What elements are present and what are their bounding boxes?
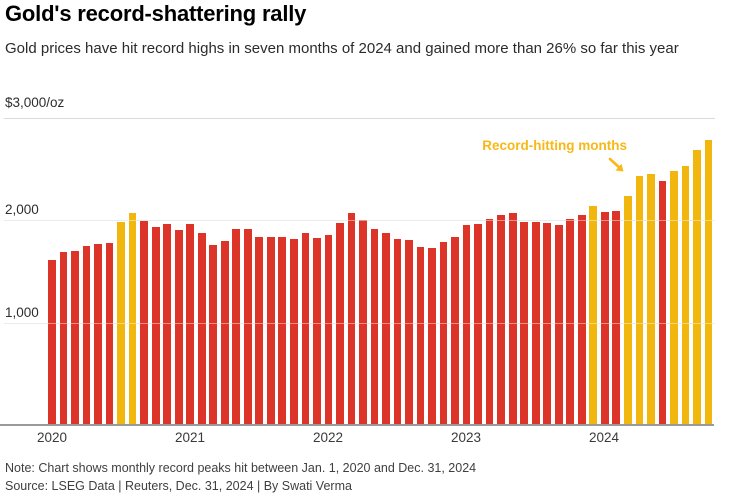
bar-2021-07 <box>255 237 264 425</box>
bar-2022-06 <box>382 232 390 425</box>
bar-2023-09 <box>554 225 563 425</box>
bar-2024-10 <box>704 139 713 425</box>
bar-2020-03 <box>71 250 79 425</box>
chart-note: Note: Chart shows monthly record peaks h… <box>5 461 477 475</box>
bar-2022-09 <box>416 247 425 425</box>
y-axis-tick-1000: 1,000 <box>5 305 39 320</box>
bar-2023-02 <box>474 224 482 425</box>
bar-2023-11 <box>577 214 586 425</box>
gridline-3000 <box>4 118 715 119</box>
annotation-arrow-icon <box>608 157 624 172</box>
chart-subtitle: Gold prices have hit record highs in sev… <box>5 40 679 57</box>
bar-2022-08 <box>405 239 413 425</box>
bar-2022-05 <box>370 229 379 425</box>
bar-2023-06 <box>520 221 529 425</box>
bar-2024-01 <box>600 212 609 425</box>
bar-2024-04 <box>635 176 644 425</box>
x-axis-label-2024: 2024 <box>588 430 620 445</box>
x-axis-label-2020: 2020 <box>36 430 68 445</box>
bar-2024-07 <box>670 170 678 425</box>
bar-2020-06 <box>105 242 114 425</box>
bar-2024-02 <box>612 211 621 425</box>
gridline-2000-overlay <box>4 220 715 221</box>
bar-2022-11 <box>439 242 448 425</box>
bar-2022-01 <box>324 235 333 425</box>
bar-2021-05 <box>232 229 241 425</box>
bar-2021-06 <box>243 228 252 425</box>
bar-2020-11 <box>163 223 172 425</box>
bar-2020-05 <box>94 244 102 425</box>
bar-2020-02 <box>59 251 68 425</box>
x-axis-line <box>0 424 714 426</box>
bar-2023-01 <box>462 225 471 425</box>
bar-2024-06 <box>658 180 667 425</box>
bar-2023-10 <box>566 219 575 425</box>
bar-2024-05 <box>647 174 655 425</box>
bar-2020-07 <box>117 222 125 425</box>
bar-2021-01 <box>186 224 195 425</box>
bar-2023-08 <box>543 223 552 425</box>
record-annotation-label: Record-hitting months <box>482 138 627 153</box>
bar-2023-05 <box>508 213 517 425</box>
x-axis-label-2022: 2022 <box>312 430 344 445</box>
chart-source: Source: LSEG Data | Reuters, Dec. 31, 20… <box>5 479 352 493</box>
bar-2024-03 <box>624 196 632 425</box>
y-axis-unit-label: $3,000/oz <box>5 95 65 110</box>
bar-2021-10 <box>290 239 298 425</box>
bar-2023-04 <box>497 215 506 425</box>
bar-2020-09 <box>140 221 148 425</box>
bar-2020-12 <box>174 229 183 425</box>
bar-2021-12 <box>313 237 321 425</box>
bar-2021-03 <box>209 245 218 425</box>
bar-2024-09 <box>693 150 701 425</box>
bar-2022-07 <box>393 239 402 425</box>
x-axis-label-2023: 2023 <box>450 430 482 445</box>
bar-2021-11 <box>301 232 310 425</box>
y-axis-tick-2000: 2,000 <box>5 202 39 217</box>
bar-2023-12 <box>589 206 598 425</box>
bar-2020-01 <box>48 259 56 425</box>
bar-2021-09 <box>278 237 287 425</box>
bar-2021-08 <box>266 237 275 425</box>
page-title: Gold's record-shattering rally <box>5 1 307 26</box>
bar-2022-10 <box>428 247 436 425</box>
bar-2023-03 <box>485 219 494 425</box>
bar-2023-07 <box>531 221 540 425</box>
bar-2022-02 <box>336 222 344 425</box>
bar-2020-04 <box>82 246 91 425</box>
bar-2021-04 <box>220 240 229 425</box>
bar-2022-03 <box>347 213 356 425</box>
bar-2021-02 <box>197 233 206 425</box>
bar-2024-08 <box>681 165 690 425</box>
gridline-1000-overlay <box>4 323 715 324</box>
bar-2022-04 <box>359 220 367 425</box>
bar-2020-08 <box>128 212 137 425</box>
x-axis-label-2021: 2021 <box>174 430 206 445</box>
bar-2022-12 <box>451 237 459 425</box>
bar-2020-10 <box>151 227 160 425</box>
